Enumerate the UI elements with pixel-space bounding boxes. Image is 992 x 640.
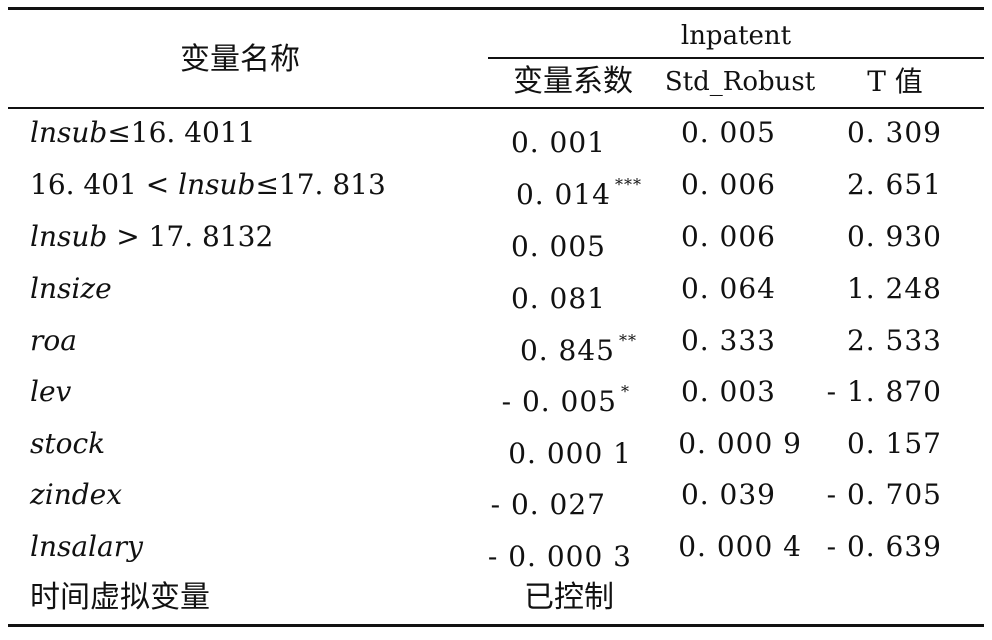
header-group-lnpatent: lnpatent: [680, 21, 792, 51]
coef-value: 0. 845 **: [519, 331, 637, 367]
row-label: 16. 401 < lnsub≤17. 813: [30, 168, 386, 201]
row-label: lnsize: [30, 272, 112, 305]
header-bottom-rule: [8, 107, 984, 109]
header-variable-name: 变量名称: [180, 42, 300, 77]
std-value: 0. 333: [680, 324, 776, 357]
coef-value: 0. 001: [510, 126, 606, 159]
t-value: 0. 309: [846, 116, 942, 149]
std-value: 0. 039: [680, 478, 776, 511]
row-label: lnsub > 17. 8132: [30, 220, 274, 253]
std-value: 0. 003: [680, 375, 776, 408]
header-std-robust: Std_Robust: [664, 67, 816, 97]
t-value: - 1. 870: [826, 375, 942, 408]
t-value: - 0. 639: [826, 530, 942, 563]
std-value: 0. 000 9: [678, 427, 802, 460]
t-value: 2. 533: [846, 324, 942, 357]
coef-value: 0. 005: [510, 230, 606, 263]
row-label: roa: [30, 324, 77, 357]
std-value: 0. 006: [680, 220, 776, 253]
header-sub-rule: [488, 57, 984, 59]
t-value: 0. 157: [846, 427, 942, 460]
coef-value: - 0. 000 3: [487, 540, 632, 573]
header-t-value: T 值: [867, 65, 923, 98]
std-value: 0. 005: [680, 116, 776, 149]
coef-value: 0. 000 1: [508, 437, 632, 470]
coef-value: 0. 081: [510, 282, 606, 315]
table-top-rule: [8, 7, 984, 10]
row-label: lnsub≤16. 4011: [30, 116, 256, 149]
row-label: lev: [30, 375, 72, 408]
row-label: stock: [30, 427, 106, 460]
t-value: 1. 248: [846, 272, 942, 305]
footer-value: 已控制: [524, 580, 614, 615]
t-value: 0. 930: [846, 220, 942, 253]
footer-label: 时间虚拟变量: [30, 580, 210, 615]
t-value: 2. 651: [846, 168, 942, 201]
table-bottom-rule: [8, 624, 984, 627]
coef-value: - 0. 005 *: [501, 382, 630, 418]
std-value: 0. 000 4: [678, 530, 802, 563]
coef-value: - 0. 027: [490, 488, 606, 521]
t-value: - 0. 705: [826, 478, 942, 511]
std-value: 0. 006: [680, 168, 776, 201]
coef-value: 0. 014 ***: [515, 175, 642, 211]
row-label: lnsalary: [30, 530, 143, 563]
header-coef: 变量系数: [513, 64, 633, 99]
row-label: zindex: [30, 478, 123, 511]
std-value: 0. 064: [680, 272, 776, 305]
